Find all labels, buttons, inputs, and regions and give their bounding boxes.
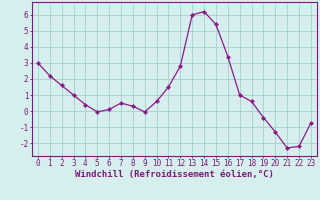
X-axis label: Windchill (Refroidissement éolien,°C): Windchill (Refroidissement éolien,°C) xyxy=(75,170,274,179)
